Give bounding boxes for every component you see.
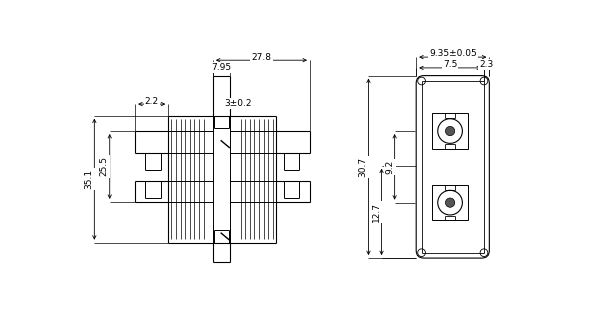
Text: 27.8: 27.8 [251, 52, 271, 62]
Text: 35.1: 35.1 [84, 169, 93, 189]
Text: 12.7: 12.7 [371, 202, 381, 222]
Text: 3±0.2: 3±0.2 [224, 99, 251, 108]
Text: 9.2: 9.2 [385, 160, 395, 174]
Bar [432, 113, 468, 149]
Text: 7.5: 7.5 [443, 60, 457, 69]
Text: 2.3: 2.3 [480, 60, 493, 69]
Text: 25.5: 25.5 [100, 156, 109, 176]
Text: 7.95: 7.95 [211, 63, 231, 72]
Bar [432, 185, 468, 220]
Circle shape [446, 127, 455, 136]
Text: 2.2: 2.2 [144, 97, 159, 106]
Text: 9.35±0.05: 9.35±0.05 [429, 49, 476, 58]
Text: 30.7: 30.7 [359, 157, 368, 177]
Circle shape [446, 198, 455, 207]
